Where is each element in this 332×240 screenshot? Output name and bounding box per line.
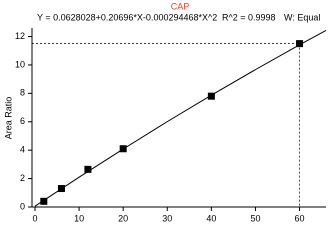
- y-tick-label: 8: [20, 88, 25, 98]
- x-tick-label: 40: [206, 213, 216, 223]
- r-squared: R^2 = 0.9998: [222, 12, 276, 22]
- point: [296, 40, 304, 48]
- point: [207, 92, 215, 100]
- y-tick-label: 2: [20, 173, 25, 183]
- y-tick-label: 4: [20, 145, 25, 155]
- y-tick-label: 6: [20, 116, 25, 126]
- chart-title: CAP: [171, 1, 190, 11]
- x-tick-label: 20: [118, 213, 128, 223]
- x-tick-label: 10: [74, 213, 84, 223]
- x-tick-label: 60: [295, 213, 305, 223]
- x-tick-label: 0: [32, 213, 37, 223]
- fit-line: [34, 29, 327, 207]
- y-axis-label: Area Ratio: [3, 97, 13, 140]
- equation: Y = 0.0628028+0.20696*X-0.000294468*X^2: [37, 12, 217, 22]
- weighting: W: Equal: [284, 12, 320, 22]
- point: [57, 185, 65, 193]
- y-tick-label: 0: [20, 201, 25, 211]
- x-tick-label: 50: [250, 213, 260, 223]
- x-tick-label: 30: [162, 213, 172, 223]
- point: [40, 197, 48, 205]
- point: [84, 165, 92, 173]
- y-tick-label: 10: [15, 59, 25, 69]
- point: [119, 145, 127, 153]
- y-tick-label: 12: [15, 31, 25, 41]
